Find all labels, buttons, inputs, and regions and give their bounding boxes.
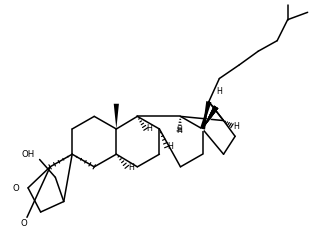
Polygon shape (203, 105, 218, 129)
Text: H: H (167, 142, 173, 151)
Text: H: H (128, 163, 134, 172)
Text: H: H (233, 122, 239, 131)
Polygon shape (203, 101, 211, 129)
Text: O: O (13, 184, 20, 193)
Text: H: H (216, 87, 222, 96)
Text: H: H (177, 125, 183, 134)
Text: OH: OH (21, 150, 34, 159)
Text: O: O (20, 219, 27, 228)
Polygon shape (203, 105, 218, 129)
Polygon shape (114, 104, 119, 129)
Polygon shape (200, 102, 209, 129)
Polygon shape (203, 105, 218, 129)
Text: H: H (146, 124, 152, 134)
Polygon shape (203, 105, 218, 129)
